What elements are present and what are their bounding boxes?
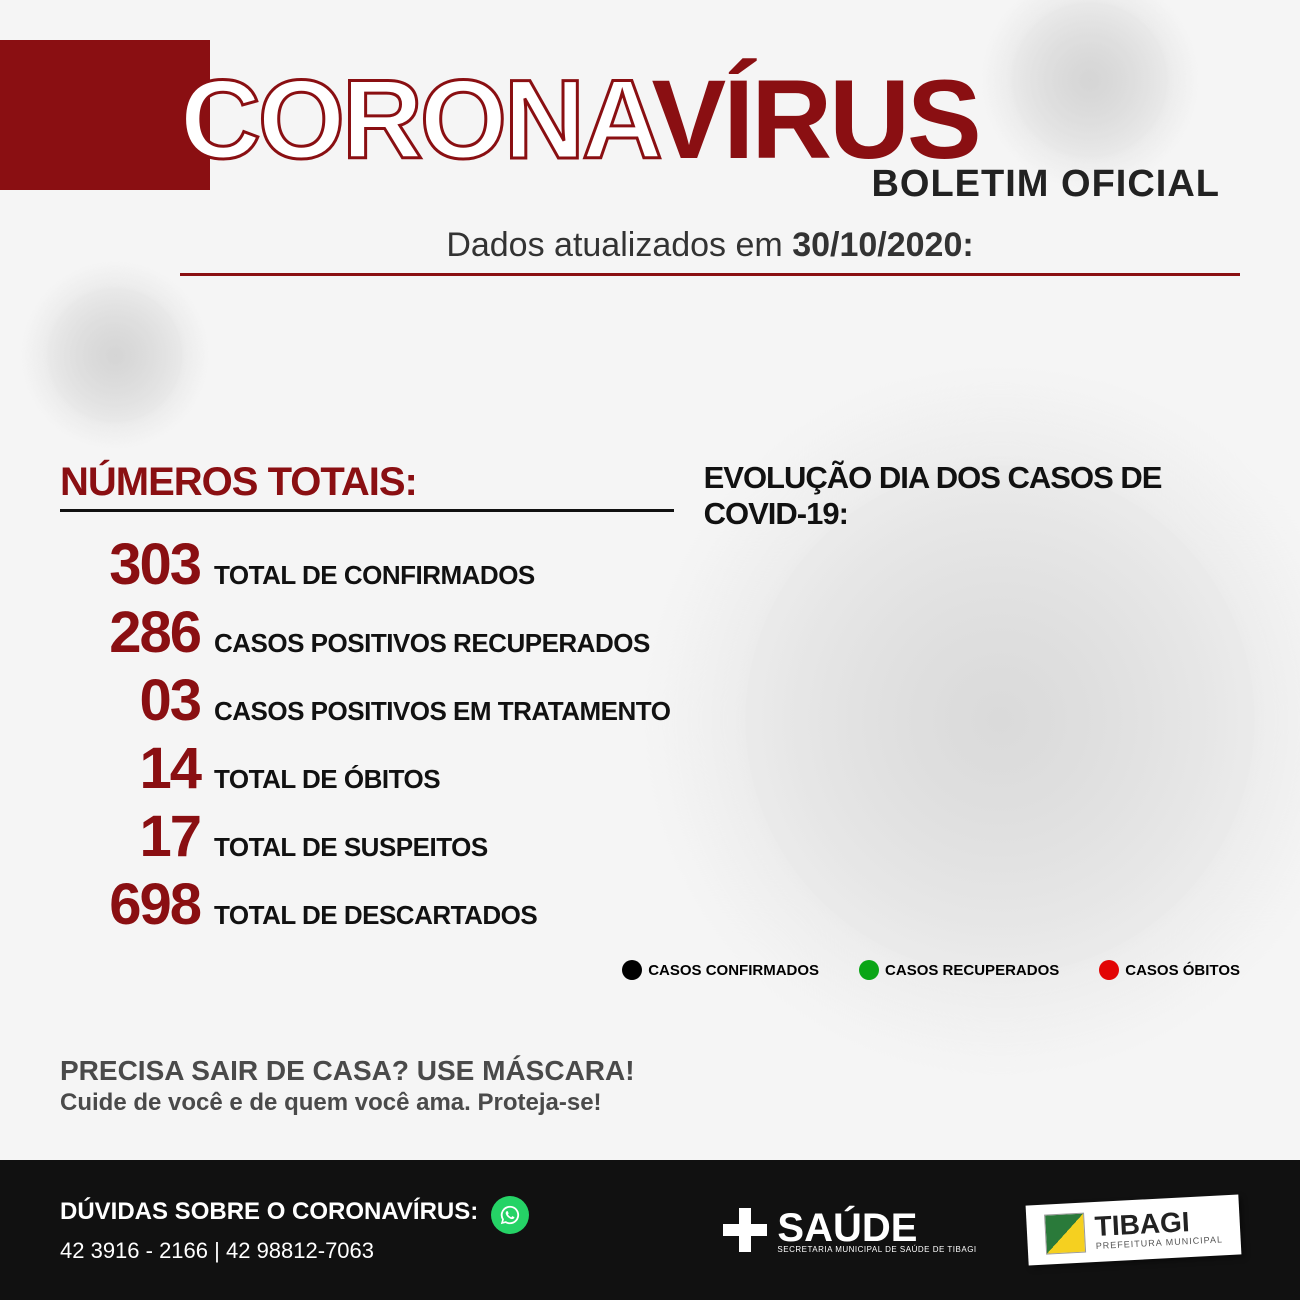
footer-contact: DÚVIDAS SOBRE O CORONAVÍRUS: 42 3916 - 2… (60, 1196, 723, 1264)
stat-value: 14 (60, 740, 200, 798)
city-flag-icon (1044, 1213, 1086, 1255)
saude-subtitle: SECRETARIA MUNICIPAL DE SAÚDE DE TIBAGI (777, 1245, 976, 1254)
stat-row: 698 TOTAL DE DESCARTADOS (60, 876, 674, 934)
stat-row: 286 CASOS POSITIVOS RECUPERADOS (60, 604, 674, 662)
stat-label: CASOS POSITIVOS RECUPERADOS (214, 628, 650, 659)
legend-label: CASOS CONFIRMADOS (648, 962, 819, 979)
legend-item: CASOS CONFIRMADOS (622, 960, 819, 980)
city-logo-card: TIBAGI PREFEITURA MUNICIPAL (1025, 1194, 1241, 1265)
content-area: NÚMEROS TOTAIS: 303 TOTAL DE CONFIRMADOS 2… (60, 460, 1240, 944)
stat-row: 03 CASOS POSITIVOS EM TRATAMENTO (60, 672, 674, 730)
date-prefix: Dados atualizados em (446, 226, 792, 264)
stats-list: 303 TOTAL DE CONFIRMADOS 286 CASOS POSITIVO… (60, 536, 674, 934)
stat-label: TOTAL DE CONFIRMADOS (214, 560, 535, 591)
stat-row: 303 TOTAL DE CONFIRMADOS (60, 536, 674, 594)
header-divider (180, 273, 1240, 276)
evolution-title: EVOLUÇÃO DIA DOS CASOS DE COVID-19: (704, 460, 1240, 536)
stat-row: 17 TOTAL DE SUSPEITOS (60, 808, 674, 866)
stat-value: 286 (60, 604, 200, 662)
evolution-column: EVOLUÇÃO DIA DOS CASOS DE COVID-19: (674, 460, 1240, 944)
stat-value: 698 (60, 876, 200, 934)
stat-label: TOTAL DE DESCARTADOS (214, 900, 537, 931)
legend-dot-icon (859, 960, 879, 980)
phone-2: 42 98812-7063 (226, 1238, 374, 1263)
phone-separator: | (208, 1238, 226, 1263)
contact-phones: 42 3916 - 2166 | 42 98812-7063 (60, 1238, 723, 1264)
main-title: CORONAVÍRUS (180, 70, 1240, 171)
title-part-outline: CORONA (180, 57, 651, 182)
health-cross-icon (723, 1208, 767, 1252)
legend-item: CASOS RECUPERADOS (859, 960, 1059, 980)
saude-logo: SAÚDE SECRETARIA MUNICIPAL DE SAÚDE DE T… (723, 1206, 976, 1254)
footer: DÚVIDAS SOBRE O CORONAVÍRUS: 42 3916 - 2… (0, 1160, 1300, 1300)
contact-title: DÚVIDAS SOBRE O CORONAVÍRUS: (60, 1198, 478, 1226)
advice-line2: Cuide de você e de quem você ama. Protej… (60, 1089, 635, 1117)
totals-column: NÚMEROS TOTAIS: 303 TOTAL DE CONFIRMADOS 2… (60, 460, 674, 944)
phone-1: 42 3916 - 2166 (60, 1238, 208, 1263)
header: CORONAVÍRUS BOLETIM OFICIAL Dados atuali… (180, 70, 1240, 276)
advice-line1: PRECISA SAIR DE CASA? USE MÁSCARA! (60, 1055, 635, 1087)
stat-row: 14 TOTAL DE ÓBITOS (60, 740, 674, 798)
stat-value: 303 (60, 536, 200, 594)
stat-value: 03 (60, 672, 200, 730)
advice-block: PRECISA SAIR DE CASA? USE MÁSCARA! Cuide… (60, 1055, 635, 1117)
update-date: Dados atualizados em 30/10/2020: (180, 226, 1240, 265)
stat-label: CASOS POSITIVOS EM TRATAMENTO (214, 696, 670, 727)
virus-bg-decor (20, 260, 210, 450)
stat-value: 17 (60, 808, 200, 866)
legend-label: CASOS ÓBITOS (1125, 962, 1240, 979)
legend-dot-icon (622, 960, 642, 980)
legend-dot-icon (1099, 960, 1119, 980)
totals-title: NÚMEROS TOTAIS: (60, 460, 674, 512)
stat-label: TOTAL DE SUSPEITOS (214, 832, 488, 863)
date-value: 30/10/2020: (792, 226, 974, 264)
legend-item: CASOS ÓBITOS (1099, 960, 1240, 980)
chart-legend: CASOS CONFIRMADOS CASOS RECUPERADOS CASOS … (622, 960, 1240, 980)
header-accent-block (0, 40, 210, 190)
stat-label: TOTAL DE ÓBITOS (214, 764, 440, 795)
whatsapp-icon (491, 1196, 529, 1234)
legend-label: CASOS RECUPERADOS (885, 962, 1059, 979)
